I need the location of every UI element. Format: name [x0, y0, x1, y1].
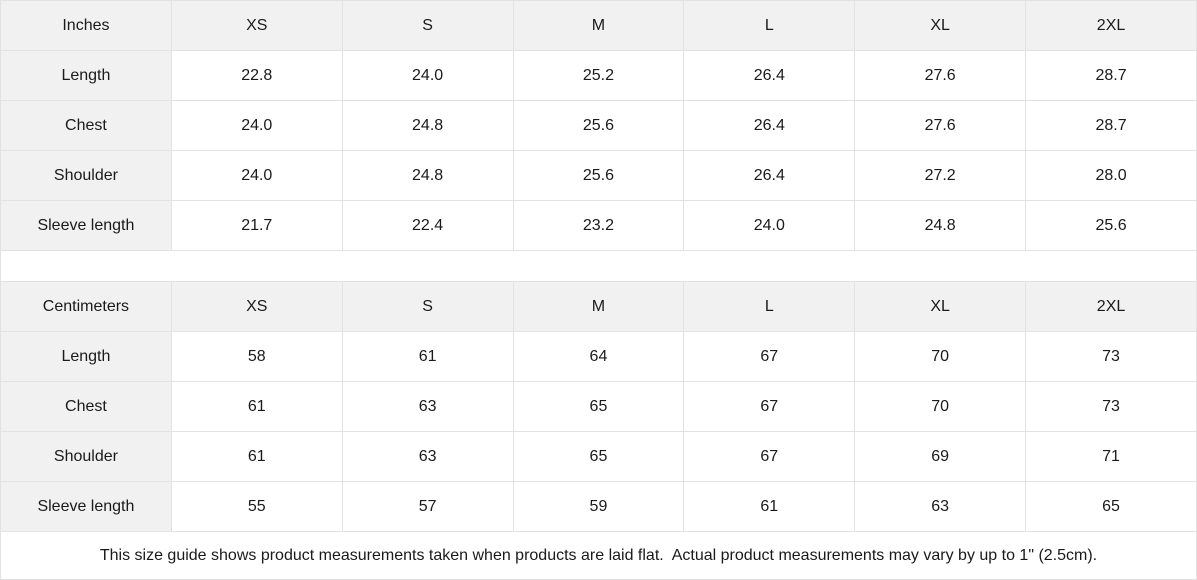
measurement-cell: 22.4	[341, 200, 514, 251]
measurement-cell: 21.7	[170, 200, 343, 251]
table-row-shoulder: Shoulder 61 63 65 67 69 71	[0, 431, 1197, 482]
measurement-cell: 71	[1025, 431, 1197, 482]
measurement-cell: 63	[854, 481, 1027, 532]
size-header-m: M	[512, 281, 685, 332]
row-label-cell: Chest	[0, 381, 172, 432]
measurement-cell: 26.4	[683, 100, 856, 151]
measurement-cell: 25.6	[1025, 200, 1197, 251]
measurement-cell: 28.7	[1025, 50, 1197, 101]
measurement-cell: 65	[512, 431, 685, 482]
row-label-cell: Chest	[0, 100, 172, 151]
measurement-cell: 27.2	[854, 150, 1027, 201]
measurement-cell: 27.6	[854, 100, 1027, 151]
measurement-cell: 64	[512, 331, 685, 382]
measurement-cell: 28.0	[1025, 150, 1197, 201]
table-row-sleeve-length: Sleeve length 21.7 22.4 23.2 24.0 24.8 2…	[0, 200, 1197, 251]
row-label-cell: Length	[0, 331, 172, 382]
measurement-cell: 69	[854, 431, 1027, 482]
measurement-cell: 28.7	[1025, 100, 1197, 151]
size-header-s: S	[341, 0, 514, 51]
table-row-chest: Chest 61 63 65 67 70 73	[0, 381, 1197, 432]
measurement-cell: 22.8	[170, 50, 343, 101]
measurement-cell: 24.8	[341, 100, 514, 151]
row-label-cell: Sleeve length	[0, 481, 172, 532]
measurement-cell: 61	[170, 431, 343, 482]
measurement-cell: 24.0	[170, 150, 343, 201]
measurement-cell: 61	[341, 331, 514, 382]
measurement-cell: 23.2	[512, 200, 685, 251]
size-header-xl: XL	[854, 0, 1027, 51]
measurement-cell: 57	[341, 481, 514, 532]
row-label-cell: Sleeve length	[0, 200, 172, 251]
table-row-chest: Chest 24.0 24.8 25.6 26.4 27.6 28.7	[0, 100, 1197, 151]
measurement-cell: 27.6	[854, 50, 1027, 101]
measurement-cell: 70	[854, 331, 1027, 382]
measurement-cell: 63	[341, 431, 514, 482]
table-row-shoulder: Shoulder 24.0 24.8 25.6 26.4 27.2 28.0	[0, 150, 1197, 201]
measurement-cell: 24.0	[170, 100, 343, 151]
size-header-xl: XL	[854, 281, 1027, 332]
measurement-cell: 26.4	[683, 50, 856, 101]
row-label-cell: Shoulder	[0, 431, 172, 482]
size-header-xs: XS	[170, 0, 343, 51]
measurement-cell: 65	[1025, 481, 1197, 532]
measurement-cell: 61	[170, 381, 343, 432]
size-header-m: M	[512, 0, 685, 51]
table-spacer	[0, 251, 1197, 281]
size-guide-note: This size guide shows product measuremen…	[0, 532, 1197, 580]
size-header-s: S	[341, 281, 514, 332]
size-header-2xl: 2XL	[1025, 281, 1197, 332]
table-row-length: Length 22.8 24.0 25.2 26.4 27.6 28.7	[0, 50, 1197, 101]
measurement-cell: 25.6	[512, 150, 685, 201]
measurement-cell: 67	[683, 431, 856, 482]
unit-label-cell: Centimeters	[0, 281, 172, 332]
row-label-cell: Length	[0, 50, 172, 101]
size-table-inches: Inches XS S M L XL 2XL Length 22.8 24.0 …	[0, 0, 1197, 251]
measurement-cell: 63	[341, 381, 514, 432]
measurement-cell: 26.4	[683, 150, 856, 201]
measurement-cell: 67	[683, 331, 856, 382]
measurement-cell: 73	[1025, 331, 1197, 382]
table-row-length: Length 58 61 64 67 70 73	[0, 331, 1197, 382]
inches-header-row: Inches XS S M L XL 2XL	[0, 0, 1197, 51]
measurement-cell: 58	[170, 331, 343, 382]
measurement-cell: 70	[854, 381, 1027, 432]
table-row-sleeve-length: Sleeve length 55 57 59 61 63 65	[0, 481, 1197, 532]
measurement-cell: 59	[512, 481, 685, 532]
measurement-cell: 67	[683, 381, 856, 432]
size-header-l: L	[683, 0, 856, 51]
measurement-cell: 65	[512, 381, 685, 432]
measurement-cell: 24.8	[854, 200, 1027, 251]
measurement-cell: 55	[170, 481, 343, 532]
size-header-2xl: 2XL	[1025, 0, 1197, 51]
size-header-l: L	[683, 281, 856, 332]
size-table-centimeters: Centimeters XS S M L XL 2XL Length 58 61…	[0, 281, 1197, 532]
measurement-cell: 25.2	[512, 50, 685, 101]
size-header-xs: XS	[170, 281, 343, 332]
centimeters-header-row: Centimeters XS S M L XL 2XL	[0, 281, 1197, 332]
measurement-cell: 24.0	[683, 200, 856, 251]
measurement-cell: 61	[683, 481, 856, 532]
measurement-cell: 24.0	[341, 50, 514, 101]
unit-label-cell: Inches	[0, 0, 172, 51]
row-label-cell: Shoulder	[0, 150, 172, 201]
measurement-cell: 24.8	[341, 150, 514, 201]
measurement-cell: 25.6	[512, 100, 685, 151]
measurement-cell: 73	[1025, 381, 1197, 432]
